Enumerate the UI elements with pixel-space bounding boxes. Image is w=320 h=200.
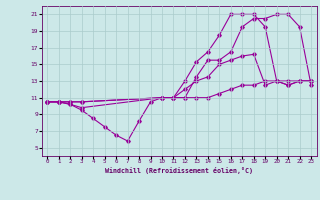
X-axis label: Windchill (Refroidissement éolien,°C): Windchill (Refroidissement éolien,°C) [105,167,253,174]
